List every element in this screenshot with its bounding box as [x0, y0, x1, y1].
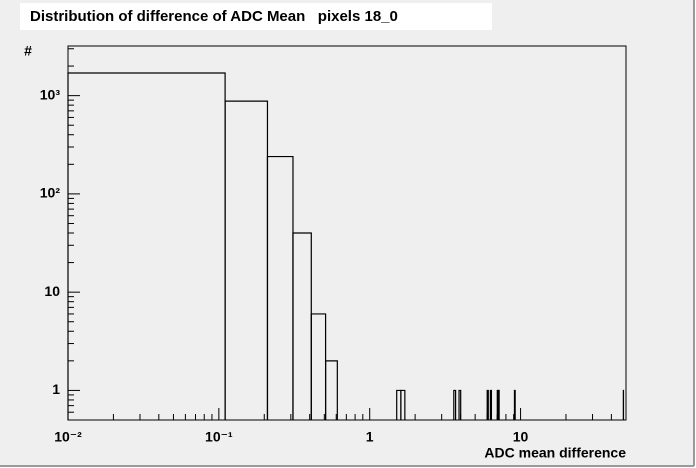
x-tick-label: 1 — [366, 429, 374, 445]
title-box — [20, 3, 492, 30]
y-tick-label: 10³ — [40, 86, 61, 102]
y-tick-label: 10 — [44, 283, 60, 299]
y-tick-label: 1 — [52, 381, 60, 397]
x-tick-label: 10 — [513, 429, 529, 445]
bar — [324, 360, 338, 420]
bar — [513, 389, 516, 420]
bar — [486, 389, 489, 420]
chart-title: Distribution of difference of ADC Mean p… — [30, 8, 398, 25]
bar — [458, 389, 462, 420]
bar — [453, 389, 457, 420]
y-tick-label: 10² — [40, 185, 61, 201]
plot-frame — [67, 45, 627, 421]
x-tick-label: 10⁻² — [54, 429, 82, 445]
y-axis-label: # — [24, 43, 32, 59]
x-axis-label: ADC mean difference — [484, 445, 626, 461]
x-tick-label: 10⁻¹ — [205, 429, 233, 445]
bar — [489, 389, 493, 420]
bar — [400, 389, 406, 420]
bar — [497, 389, 500, 420]
